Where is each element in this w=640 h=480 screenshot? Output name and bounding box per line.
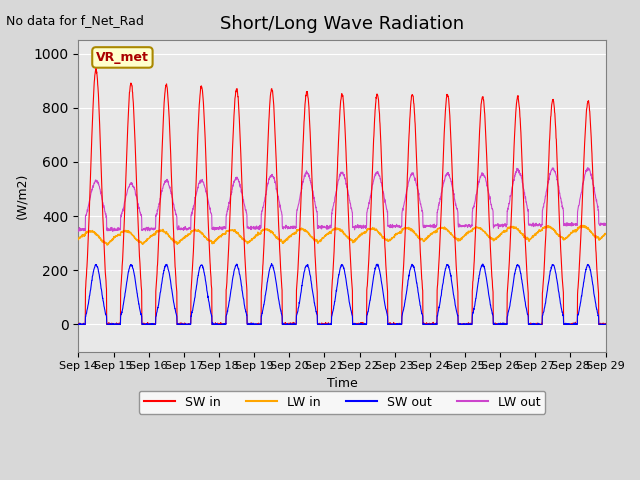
X-axis label: Time: Time <box>326 377 357 390</box>
Y-axis label: (W/m2): (W/m2) <box>15 173 28 219</box>
Text: VR_met: VR_met <box>96 51 149 64</box>
Text: No data for f_Net_Rad: No data for f_Net_Rad <box>6 14 144 27</box>
Title: Short/Long Wave Radiation: Short/Long Wave Radiation <box>220 15 464 33</box>
Legend: SW in, LW in, SW out, LW out: SW in, LW in, SW out, LW out <box>139 391 545 414</box>
